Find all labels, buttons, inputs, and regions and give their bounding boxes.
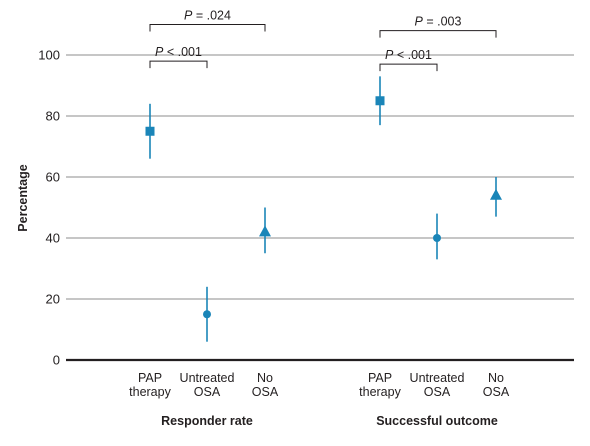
p-value-label: P < .001 [385,48,432,62]
group-label: Successful outcome [376,414,498,428]
data-points [145,76,502,342]
p-value-label: P = .003 [415,15,462,29]
category-label: No [488,371,504,385]
category-label: therapy [359,385,401,399]
p-value-label: P = .024 [184,9,231,23]
data-point-circle [203,310,211,319]
y-tick-label: 100 [38,48,60,63]
category-label: PAP [368,371,392,385]
y-tick-label: 40 [46,231,60,246]
category-label: No [257,371,273,385]
significance-brackets: P = .024 P < .001 P = .003 P < .001 [149,9,497,72]
significance-bracket [379,30,497,38]
data-point-square [375,96,385,106]
y-tick-label: 0 [53,353,60,368]
category-label: OSA [424,385,451,399]
category-label: OSA [483,385,510,399]
category-label: Untreated [180,371,235,385]
gridlines [66,54,574,300]
category-label: Untreated [410,371,465,385]
significance-bracket [149,24,266,32]
data-point-triangle [259,225,271,237]
y-tick-label: 80 [46,109,60,124]
category-label: PAP [138,371,162,385]
y-tick-label: 20 [46,292,60,307]
data-point-square [145,126,155,136]
data-point-triangle [490,188,502,200]
p-value-label: P < .001 [155,45,202,59]
category-label: OSA [252,385,279,399]
group-label: Responder rate [161,414,253,428]
category-label: OSA [194,385,221,399]
category-label: therapy [129,385,171,399]
axes: Percentage 0 20 40 60 80 100 [16,48,574,368]
significance-bracket [149,60,208,69]
data-point-circle [433,234,441,242]
y-axis-title: Percentage [16,164,30,231]
significance-bracket [379,63,438,72]
y-tick-label: 60 [46,170,60,185]
